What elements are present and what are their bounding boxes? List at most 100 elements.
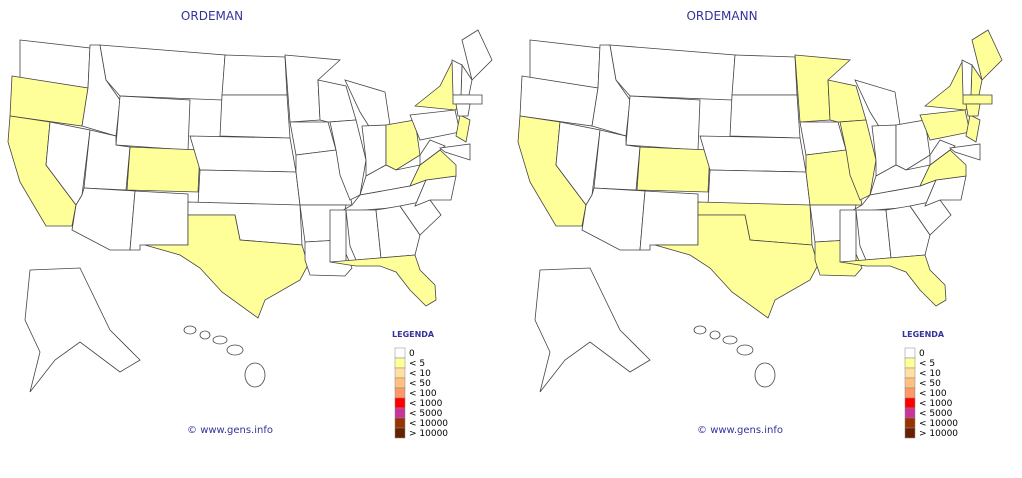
legend-title: LEGENDA xyxy=(392,330,435,339)
state xyxy=(329,209,347,263)
state xyxy=(971,29,1003,81)
state xyxy=(244,362,266,388)
state xyxy=(126,146,201,193)
state xyxy=(226,344,244,356)
legend-swatch xyxy=(394,367,406,379)
legend-label: > 10000 xyxy=(409,429,448,439)
state xyxy=(625,95,701,151)
legend-title: LEGENDA xyxy=(902,330,945,339)
legend-swatch xyxy=(904,377,916,389)
state xyxy=(71,187,136,251)
legend-label: < 100 xyxy=(409,389,437,399)
state xyxy=(197,169,301,206)
state xyxy=(654,214,819,319)
state xyxy=(729,94,801,139)
state xyxy=(24,267,141,393)
state xyxy=(581,187,646,251)
state xyxy=(189,135,297,173)
legend-label: < 100 xyxy=(919,389,947,399)
state xyxy=(965,103,981,117)
state xyxy=(949,143,981,161)
legend-swatch xyxy=(394,427,406,439)
state xyxy=(345,209,382,261)
state xyxy=(451,59,463,96)
state xyxy=(129,190,189,251)
state xyxy=(962,94,993,105)
state xyxy=(839,254,947,307)
legend-label: < 50 xyxy=(409,379,431,389)
legend-label: < 5000 xyxy=(919,409,953,419)
state xyxy=(754,362,776,388)
state xyxy=(115,95,191,151)
state xyxy=(961,59,973,96)
legend-label: < 5 xyxy=(409,359,425,369)
state xyxy=(375,205,421,259)
legend-label: > 10000 xyxy=(919,429,958,439)
legend-label: < 10 xyxy=(409,369,431,379)
legend-label: < 5000 xyxy=(409,409,443,419)
state xyxy=(329,119,367,201)
legend-swatch xyxy=(394,417,406,429)
state xyxy=(839,209,857,263)
legend-swatch xyxy=(394,347,406,359)
legend-swatch xyxy=(904,417,916,429)
state xyxy=(212,335,228,345)
state xyxy=(709,330,721,340)
state xyxy=(99,44,226,101)
footer: © www.gens.info xyxy=(187,425,273,436)
legend-swatch xyxy=(394,407,406,419)
legend-swatch xyxy=(904,367,916,379)
state xyxy=(609,44,736,101)
legend-swatch xyxy=(904,357,916,369)
state xyxy=(722,335,738,345)
state xyxy=(707,169,811,206)
state xyxy=(699,135,807,173)
state xyxy=(219,94,291,139)
state xyxy=(731,54,798,96)
footer: © www.gens.info xyxy=(697,425,783,436)
state xyxy=(329,254,437,307)
map: ORDEMAN LEGENDA 0< 5< 10< 50< 100< 1000< 5… xyxy=(7,9,493,439)
state xyxy=(385,119,421,171)
legend-swatch xyxy=(904,407,916,419)
state xyxy=(452,94,483,105)
legend-swatch xyxy=(904,387,916,399)
state xyxy=(895,119,931,171)
state xyxy=(636,146,711,193)
state xyxy=(221,54,288,96)
legend-label: < 50 xyxy=(919,379,941,389)
map-title: ORDEMANN xyxy=(686,9,757,23)
state xyxy=(414,175,457,207)
state xyxy=(439,143,471,161)
state xyxy=(183,325,197,335)
state xyxy=(965,114,981,143)
state xyxy=(455,114,471,143)
map-title: ORDEMAN xyxy=(181,9,243,23)
legend-label: < 10000 xyxy=(409,419,448,429)
legend-swatch xyxy=(394,387,406,399)
state xyxy=(144,214,309,319)
legend-swatch xyxy=(394,377,406,389)
state xyxy=(199,330,211,340)
legend-label: < 10 xyxy=(919,369,941,379)
legend-label: 0 xyxy=(919,349,925,359)
state xyxy=(693,325,707,335)
legend-swatch xyxy=(904,427,916,439)
state xyxy=(799,121,847,156)
legend-label: < 1000 xyxy=(409,399,443,409)
state xyxy=(455,103,471,117)
legend-label: < 1000 xyxy=(919,399,953,409)
state xyxy=(885,205,931,259)
state xyxy=(289,121,337,156)
legend-swatch xyxy=(394,357,406,369)
state xyxy=(461,29,493,81)
legend-swatch xyxy=(394,397,406,409)
state xyxy=(839,119,877,201)
state xyxy=(639,190,699,251)
legend-label: < 5 xyxy=(919,359,935,369)
legend-label: < 10000 xyxy=(919,419,958,429)
legend-swatch xyxy=(904,397,916,409)
state xyxy=(924,175,967,207)
